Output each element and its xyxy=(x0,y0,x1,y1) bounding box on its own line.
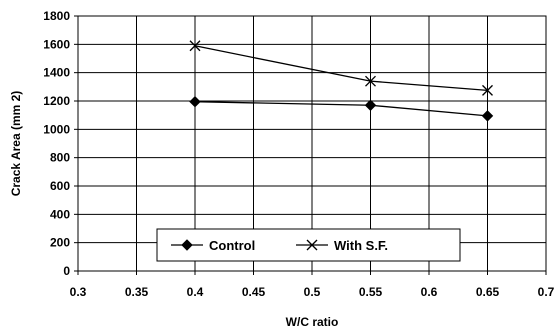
y-tick-label: 0 xyxy=(63,264,70,278)
x-tick-label: 0.5 xyxy=(304,285,321,299)
data-point-with-s-f xyxy=(189,40,201,52)
x-tick-label: 0.3 xyxy=(70,285,87,299)
series-line-control xyxy=(194,101,488,117)
y-tick-label: 1000 xyxy=(43,122,70,136)
x-tick-label: 0.6 xyxy=(421,285,438,299)
data-point-control xyxy=(364,99,377,111)
data-point-control xyxy=(189,96,201,108)
y-tick-label: 1200 xyxy=(43,94,70,108)
y-tick-label: 1800 xyxy=(43,9,70,23)
x-tick-label: 0.4 xyxy=(187,285,204,299)
legend: Control With S.F. xyxy=(156,228,461,262)
data-point-control xyxy=(481,110,494,122)
x-tick-label: 0.55 xyxy=(359,285,383,299)
y-tick-label: 1400 xyxy=(43,66,70,80)
legend-label-with-s-f: With S.F. xyxy=(334,238,388,253)
y-tick-label: 200 xyxy=(50,236,70,250)
y-tick-label: 800 xyxy=(50,151,70,165)
legend-marker-with-s-f xyxy=(306,239,318,251)
series-line-with-s-f xyxy=(194,45,488,92)
x-tick-label: 0.65 xyxy=(476,285,500,299)
y-axis-title: Crack Area (mm 2) xyxy=(9,91,23,197)
y-tick-label: 1600 xyxy=(43,37,70,51)
legend-marker-control xyxy=(181,239,193,251)
x-tick-label: 0.35 xyxy=(125,285,149,299)
data-point-with-s-f xyxy=(482,84,493,96)
x-tick-label: 0.45 xyxy=(242,285,266,299)
data-point-with-s-f xyxy=(365,75,376,87)
x-tick-label: 0.7 xyxy=(538,285,555,299)
x-axis-title: W/C ratio xyxy=(286,315,339,329)
y-tick-label: 600 xyxy=(50,179,70,193)
legend-label-control: Control xyxy=(209,238,255,253)
y-tick-label: 400 xyxy=(50,207,70,221)
